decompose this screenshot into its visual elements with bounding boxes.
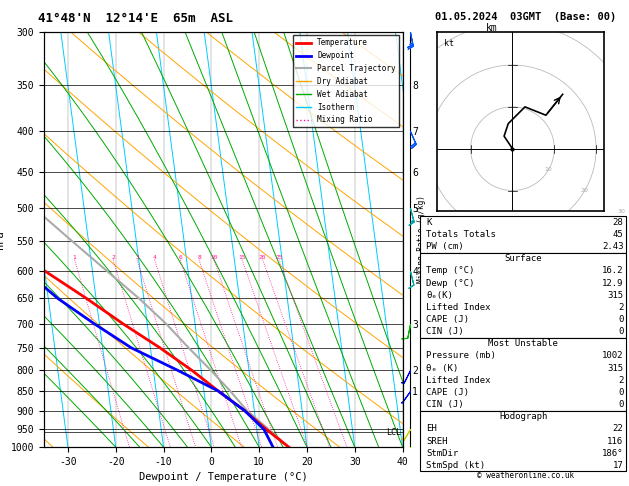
X-axis label: Dewpoint / Temperature (°C): Dewpoint / Temperature (°C)	[139, 472, 308, 483]
Text: 45: 45	[613, 230, 623, 239]
Text: PW (cm): PW (cm)	[426, 242, 464, 251]
Text: 0: 0	[618, 315, 623, 324]
Text: 4: 4	[153, 255, 157, 260]
Text: 25: 25	[276, 255, 283, 260]
Text: © weatheronline.co.uk: © weatheronline.co.uk	[477, 471, 574, 480]
Text: 1: 1	[73, 255, 77, 260]
Text: Surface: Surface	[504, 254, 542, 263]
Y-axis label: km
ASL: km ASL	[483, 23, 501, 45]
Text: 20: 20	[581, 188, 589, 193]
Text: EH: EH	[426, 424, 437, 434]
Text: CIN (J): CIN (J)	[426, 327, 464, 336]
Text: K: K	[426, 218, 432, 227]
Text: 41°48'N  12°14'E  65m  ASL: 41°48'N 12°14'E 65m ASL	[38, 12, 233, 25]
Text: 22: 22	[613, 424, 623, 434]
Text: θₑ(K): θₑ(K)	[426, 291, 454, 300]
Text: 315: 315	[607, 291, 623, 300]
Text: 2: 2	[618, 303, 623, 312]
Text: CAPE (J): CAPE (J)	[426, 388, 469, 397]
Text: 30: 30	[617, 209, 625, 214]
Text: SREH: SREH	[426, 436, 448, 446]
Text: Lifted Index: Lifted Index	[426, 376, 491, 385]
Text: Dewp (°C): Dewp (°C)	[426, 278, 475, 288]
Text: 0: 0	[618, 400, 623, 409]
Text: 3: 3	[135, 255, 139, 260]
Text: 20: 20	[259, 255, 267, 260]
Text: Mixing Ratio (g/kg): Mixing Ratio (g/kg)	[417, 195, 426, 283]
Text: 1002: 1002	[602, 351, 623, 361]
Text: 8: 8	[197, 255, 201, 260]
Text: 0: 0	[618, 388, 623, 397]
Y-axis label: hPa: hPa	[0, 230, 5, 249]
Text: 01.05.2024  03GMT  (Base: 00): 01.05.2024 03GMT (Base: 00)	[435, 12, 616, 22]
Text: 15: 15	[238, 255, 246, 260]
Text: Most Unstable: Most Unstable	[488, 339, 559, 348]
Text: StmDir: StmDir	[426, 449, 459, 458]
Text: 12.9: 12.9	[602, 278, 623, 288]
Text: 10: 10	[210, 255, 218, 260]
Text: 116: 116	[607, 436, 623, 446]
Text: LCL: LCL	[386, 428, 401, 437]
Text: θₑ (K): θₑ (K)	[426, 364, 459, 373]
Text: 16.2: 16.2	[602, 266, 623, 276]
Text: CIN (J): CIN (J)	[426, 400, 464, 409]
Text: 10: 10	[545, 167, 552, 172]
Text: 28: 28	[613, 218, 623, 227]
Text: 2: 2	[111, 255, 115, 260]
Text: kt: kt	[444, 39, 454, 48]
Text: Pressure (mb): Pressure (mb)	[426, 351, 496, 361]
Text: CAPE (J): CAPE (J)	[426, 315, 469, 324]
Text: 17: 17	[613, 461, 623, 470]
Legend: Temperature, Dewpoint, Parcel Trajectory, Dry Adiabat, Wet Adiabat, Isotherm, Mi: Temperature, Dewpoint, Parcel Trajectory…	[292, 35, 399, 127]
Text: 315: 315	[607, 364, 623, 373]
Text: 0: 0	[618, 327, 623, 336]
Text: Totals Totals: Totals Totals	[426, 230, 496, 239]
Text: Temp (°C): Temp (°C)	[426, 266, 475, 276]
Text: 2.43: 2.43	[602, 242, 623, 251]
Text: Hodograph: Hodograph	[499, 412, 547, 421]
Text: Lifted Index: Lifted Index	[426, 303, 491, 312]
Text: 6: 6	[179, 255, 182, 260]
Text: 2: 2	[618, 376, 623, 385]
Text: StmSpd (kt): StmSpd (kt)	[426, 461, 486, 470]
Text: 186°: 186°	[602, 449, 623, 458]
